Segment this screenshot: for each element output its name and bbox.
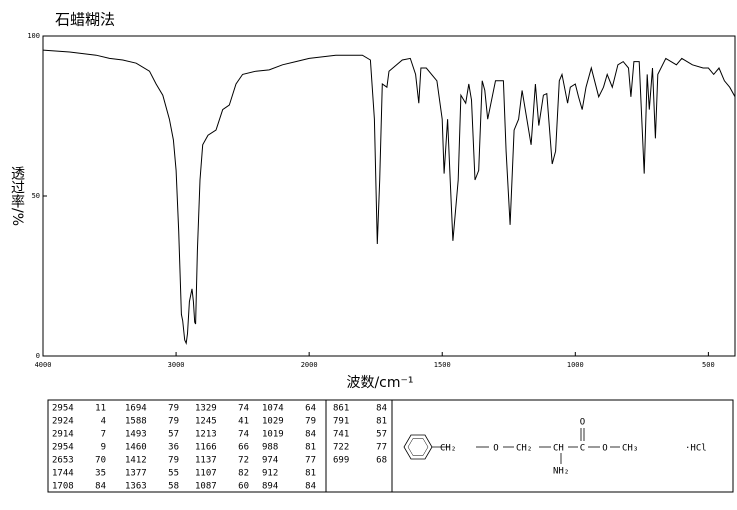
peak-wavenumber: 1412	[125, 456, 147, 466]
peak-wavenumber: 861	[333, 404, 349, 414]
peak-wavenumber: 1213	[195, 430, 217, 440]
peak-transmittance: 84	[305, 430, 316, 440]
peak-transmittance: 79	[168, 404, 179, 414]
group: CH₃	[622, 444, 638, 454]
peak-transmittance: 58	[168, 482, 179, 492]
peak-wavenumber: 741	[333, 430, 349, 440]
peak-transmittance: 79	[305, 417, 316, 427]
peak-wavenumber: 1694	[125, 404, 147, 414]
peak-transmittance: 81	[305, 443, 316, 453]
salt: ·HCl	[685, 444, 707, 454]
peak-wavenumber: 1137	[195, 456, 217, 466]
spectrum-line	[42, 49, 736, 345]
peak-wavenumber: 1029	[262, 417, 284, 427]
peak-transmittance: 81	[376, 417, 387, 427]
group: CH₂	[516, 444, 532, 454]
group: CH	[553, 444, 564, 454]
x-axis-label: 波数/cm⁻¹	[346, 375, 413, 391]
peak-transmittance: 79	[168, 417, 179, 427]
peak-transmittance: 77	[305, 456, 316, 466]
y-tick-label: 0	[36, 352, 40, 360]
x-tick-label: 4000	[35, 361, 52, 369]
peak-transmittance: 11	[95, 404, 106, 414]
x-tick-label: 2000	[301, 361, 318, 369]
peak-wavenumber: 1460	[125, 443, 147, 453]
peak-wavenumber: 1087	[195, 482, 217, 492]
peak-wavenumber: 722	[333, 443, 349, 453]
peak-transmittance: 35	[95, 469, 106, 479]
chart-title: 石蜡糊法	[55, 11, 115, 29]
group: O	[602, 444, 607, 454]
plot-frame	[42, 35, 736, 357]
x-tick-label: 3000	[168, 361, 185, 369]
peak-transmittance: 84	[305, 482, 316, 492]
y-axis-label: 透过率/%	[9, 166, 25, 226]
x-tick-label: 500	[702, 361, 715, 369]
peak-wavenumber: 1166	[195, 443, 217, 453]
group: NH₂	[553, 467, 569, 477]
x-tick-label: 1500	[434, 361, 451, 369]
peak-transmittance: 68	[376, 456, 387, 466]
benzene-ring	[403, 434, 433, 460]
peak-transmittance: 72	[238, 456, 249, 466]
structure	[403, 428, 620, 464]
peak-transmittance: 9	[101, 443, 106, 453]
peak-transmittance: 60	[238, 482, 249, 492]
peak-wavenumber: 1329	[195, 404, 217, 414]
peak-wavenumber: 1107	[195, 469, 217, 479]
group: O	[493, 444, 498, 454]
peak-transmittance: 4	[101, 417, 106, 427]
peak-wavenumber: 2924	[52, 417, 74, 427]
peak-table: 2954 11 2924 4 2914 7 2954 9 2653 70 1744 35 1708 84 1…	[52, 404, 387, 492]
peak-wavenumber: 699	[333, 456, 349, 466]
peak-wavenumber: 1363	[125, 482, 147, 492]
peak-wavenumber: 894	[262, 482, 278, 492]
peak-transmittance: 84	[376, 404, 387, 414]
peak-wavenumber: 1493	[125, 430, 147, 440]
peak-transmittance: 77	[376, 443, 387, 453]
group: CH₂	[440, 444, 456, 454]
peak-transmittance: 36	[168, 443, 179, 453]
peak-transmittance: 55	[168, 469, 179, 479]
peak-wavenumber: 1588	[125, 417, 147, 427]
peak-transmittance: 84	[95, 482, 106, 492]
peak-wavenumber: 2954	[52, 443, 74, 453]
peak-wavenumber: 2954	[52, 404, 74, 414]
peak-transmittance: 64	[305, 404, 316, 414]
y-tick-label: 100	[27, 32, 40, 40]
peak-wavenumber: 2914	[52, 430, 74, 440]
peak-transmittance: 82	[238, 469, 249, 479]
peak-wavenumber: 1377	[125, 469, 147, 479]
peak-transmittance: 7	[101, 430, 106, 440]
table-frame	[47, 399, 734, 493]
peak-transmittance: 79	[168, 456, 179, 466]
peak-transmittance: 57	[376, 430, 387, 440]
peak-wavenumber: 791	[333, 417, 349, 427]
group: C	[580, 444, 585, 454]
peak-wavenumber: 1744	[52, 469, 74, 479]
peak-wavenumber: 988	[262, 443, 278, 453]
peak-transmittance: 81	[305, 469, 316, 479]
peak-wavenumber: 1019	[262, 430, 284, 440]
peak-transmittance: 70	[95, 456, 106, 466]
peak-wavenumber: 1074	[262, 404, 284, 414]
peak-transmittance: 57	[168, 430, 179, 440]
peak-transmittance: 41	[238, 417, 249, 427]
y-tick-label: 50	[32, 192, 40, 200]
peak-transmittance: 74	[238, 404, 249, 414]
peak-transmittance: 66	[238, 443, 249, 453]
peak-wavenumber: 974	[262, 456, 278, 466]
peak-wavenumber: 1245	[195, 417, 217, 427]
peak-transmittance: 74	[238, 430, 249, 440]
benzene-inner	[407, 438, 429, 456]
peak-wavenumber: 2653	[52, 456, 74, 466]
peak-wavenumber: 1708	[52, 482, 74, 492]
peak-wavenumber: 912	[262, 469, 278, 479]
x-tick-label: 1000	[567, 361, 584, 369]
group: O	[580, 418, 585, 428]
